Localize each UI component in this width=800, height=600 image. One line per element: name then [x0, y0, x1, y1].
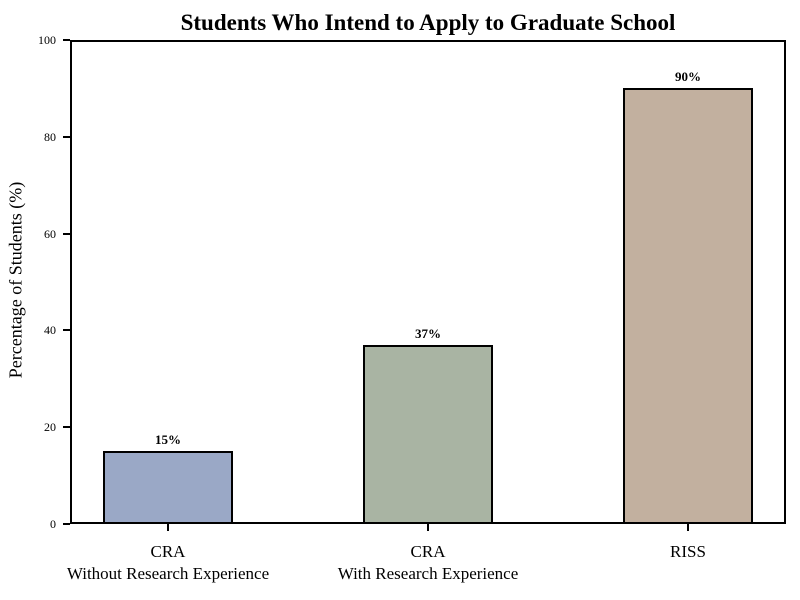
- x-tick-label-line: CRA: [410, 542, 446, 561]
- x-tick-label: RISS: [670, 541, 706, 563]
- x-tick-label: CRA Without Research Experience: [67, 541, 269, 585]
- y-tick-mark: [63, 426, 70, 429]
- x-tick-mark: [427, 524, 429, 531]
- y-tick-label: 20: [44, 420, 56, 435]
- bar: [103, 451, 233, 524]
- x-tick-label: CRA With Research Experience: [338, 541, 519, 585]
- y-tick-label: 80: [44, 129, 56, 144]
- bar-value-label: 37%: [415, 325, 441, 341]
- x-tick-label-line: With Research Experience: [337, 564, 519, 583]
- x-tick-mark: [167, 524, 169, 531]
- y-tick-mark: [63, 39, 70, 41]
- chart-title: Students Who Intend to Apply to Graduate…: [180, 10, 676, 35]
- bar: [363, 344, 493, 524]
- y-tick-label: 40: [44, 323, 56, 338]
- bar: [623, 88, 753, 524]
- x-tick-label-line: RISS: [670, 542, 706, 561]
- y-axis-label: Percentage of Students (%): [5, 181, 26, 379]
- y-tick-mark: [63, 232, 70, 235]
- y-tick-mark: [63, 135, 70, 138]
- y-tick-label: 60: [44, 226, 56, 241]
- bar-value-label: 15%: [155, 432, 181, 448]
- y-tick-label: 0: [50, 517, 56, 531]
- x-tick-label-line: Without Research Experience: [66, 564, 270, 583]
- y-tick-label: 100: [38, 33, 56, 47]
- x-tick-label-line: CRA: [150, 542, 186, 561]
- bar-value-label: 90%: [675, 69, 701, 85]
- y-tick-mark: [63, 523, 70, 525]
- y-tick-mark: [63, 329, 70, 332]
- x-tick-mark: [687, 524, 689, 531]
